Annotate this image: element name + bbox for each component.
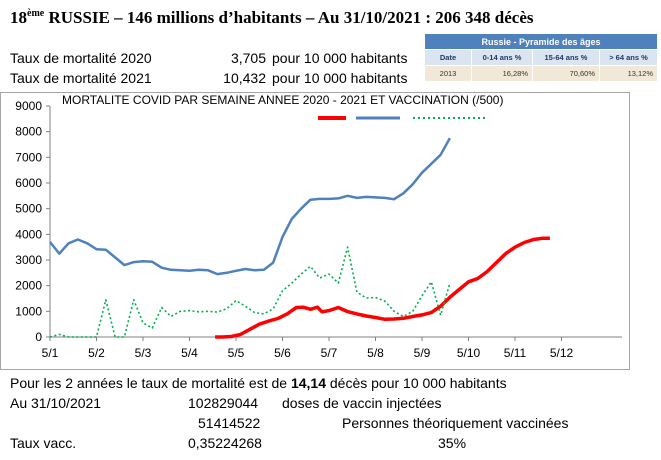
- pyramid-col-64plus: > 64 ans %: [599, 49, 658, 66]
- rate-2021-value: 10,432: [223, 70, 266, 86]
- vaccinated-value: 51414522: [198, 415, 261, 431]
- pyramid-val-15-64: 70,60%: [532, 65, 600, 82]
- rate-value: 0,35224268: [188, 435, 262, 451]
- y-tick-label: 1000: [15, 304, 42, 318]
- y-tick-label: 3000: [15, 253, 42, 267]
- doses-value: 102829044: [188, 395, 259, 411]
- series-green-dotted-line: [49, 246, 451, 338]
- x-tick-label: 5/5: [228, 346, 245, 360]
- date-label: Au 31/10/2021: [10, 395, 102, 411]
- rate-2021-unit: pour 10 000 habitants: [272, 70, 408, 86]
- x-tick-label: 5/4: [181, 346, 198, 360]
- summary-value: 14,14: [290, 375, 326, 391]
- pyramid-value-row: 2013 16,28% 70,60% 13,12%: [424, 65, 658, 82]
- chart-title: MORTALITE COVID PAR SEMAINE ANNEE 2020 -…: [62, 93, 503, 107]
- x-tick-label: 5/12: [550, 346, 574, 360]
- x-tick-label: 5/9: [414, 346, 431, 360]
- x-tick-label: 5/8: [367, 346, 384, 360]
- x-tick-label: 5/10: [457, 346, 481, 360]
- summary-line: Pour les 2 années le taux de mortalité e…: [10, 375, 507, 391]
- rate-label: Taux vacc.: [10, 435, 77, 451]
- rank-number: 18: [10, 8, 27, 27]
- series-red-line: [215, 236, 550, 339]
- x-tick-label: 5/1: [42, 346, 59, 360]
- y-tick-label: 7000: [15, 150, 42, 164]
- y-tick-label: 4000: [15, 227, 42, 241]
- y-tick-label: 9000: [15, 99, 42, 113]
- x-tick-label: 5/7: [321, 346, 338, 360]
- y-tick-label: 6000: [15, 176, 42, 190]
- x-tick-label: 5/3: [135, 346, 152, 360]
- vaccinated-label: Personnes théoriquement vaccinées: [342, 415, 569, 431]
- rate-2021-label: Taux de mortalité 2021: [10, 70, 152, 86]
- rate-2020-label: Taux de mortalité 2020: [10, 50, 152, 66]
- pyramid-header-row: Date 0-14 ans % 15-64 ans % > 64 ans %: [424, 49, 658, 66]
- x-tick-label: 5/2: [88, 346, 105, 360]
- page-title: 18ème RUSSIE – 146 millions d’habitants …: [10, 8, 534, 28]
- series-blue-line: [49, 137, 451, 276]
- y-tick-label: 5000: [15, 202, 42, 216]
- pyramid-col-15-64: 15-64 ans %: [532, 49, 600, 66]
- summary-suffix: décès pour 10 000 habitants: [326, 375, 507, 391]
- x-tick-label: 5/6: [274, 346, 291, 360]
- rate-percent: 35%: [438, 435, 467, 451]
- rank-suffix: ème: [27, 8, 45, 19]
- doses-label: doses de vaccin injectées: [282, 395, 442, 411]
- x-tick-label: 5/11: [504, 346, 527, 360]
- chart-frame: [0, 92, 630, 370]
- title-text: RUSSIE – 146 millions d’habitants – Au 3…: [48, 8, 534, 27]
- y-tick-label: 2000: [15, 279, 42, 293]
- pyramid-val-64plus: 13,12%: [599, 65, 658, 82]
- y-tick-label: 8000: [15, 125, 42, 139]
- summary-prefix: Pour les 2 années le taux de mortalité e…: [10, 375, 291, 391]
- rate-2020-unit: pour 10 000 habitants: [272, 50, 408, 66]
- y-tick-label: 0: [35, 330, 42, 344]
- age-pyramid-table: Russie - Pyramide des âges Date 0-14 ans…: [424, 33, 658, 82]
- rate-2020-value: 3,705: [230, 50, 266, 66]
- pyramid-val-0-14: 16,28%: [471, 65, 533, 82]
